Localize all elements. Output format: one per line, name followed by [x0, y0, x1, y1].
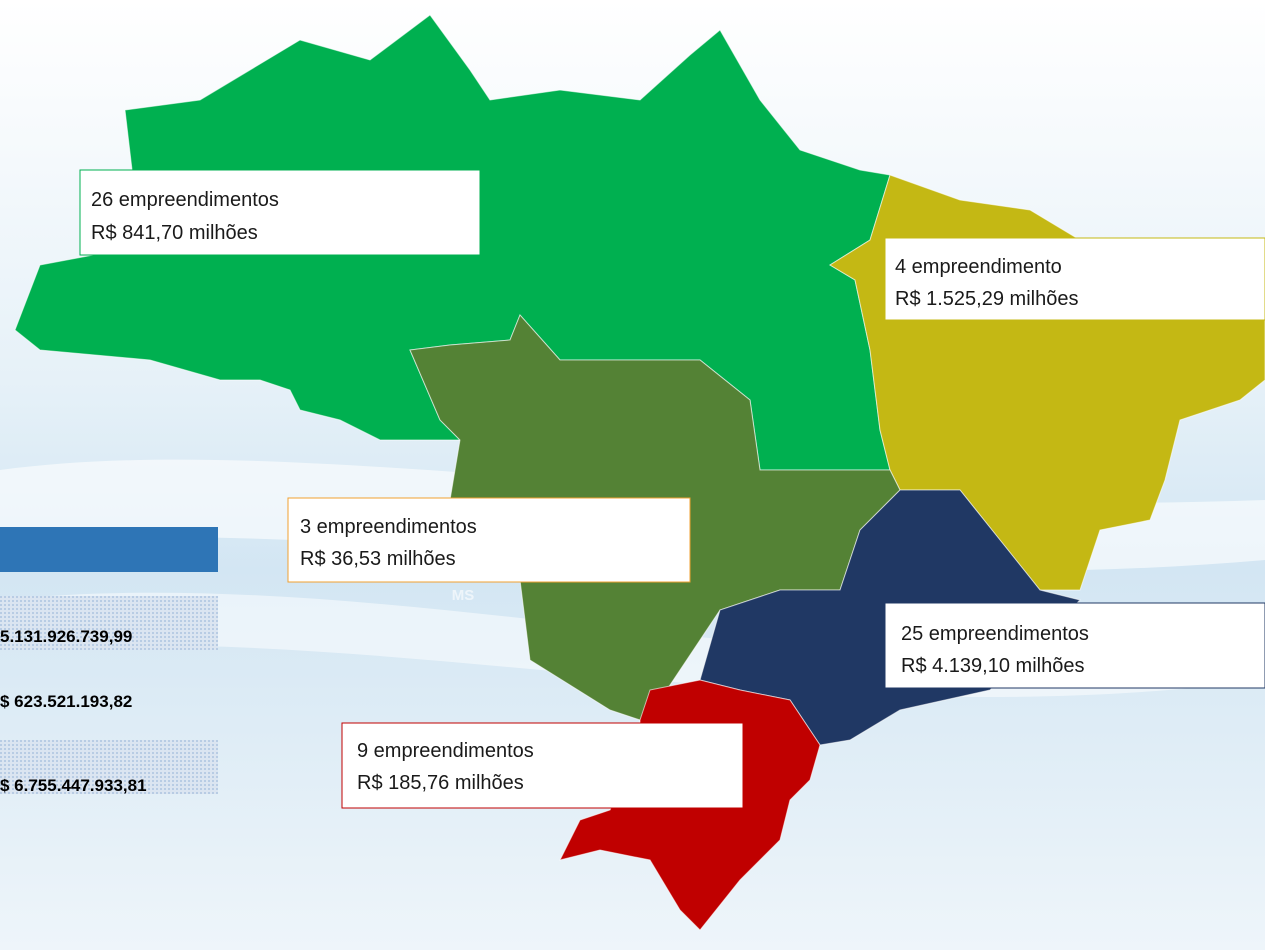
label-value: R$ 1.525,29 milhões — [895, 288, 1078, 310]
label-count: 9 empreendimentos — [357, 740, 534, 762]
table-cell: $ 623.521.193,82 — [0, 692, 132, 711]
table-header — [0, 527, 218, 572]
table-cell: $ 6.755.447.933,81 — [0, 776, 147, 795]
label-value: R$ 36,53 milhões — [300, 548, 456, 570]
table-row — [0, 740, 218, 794]
label-box — [341, 722, 744, 809]
state-label: MS — [452, 587, 475, 604]
label-count: 3 empreendimentos — [300, 516, 477, 538]
label-box — [884, 602, 1265, 689]
label-value: R$ 841,70 milhões — [91, 222, 258, 244]
label-value: R$ 4.139,10 milhões — [901, 655, 1084, 677]
label-box — [884, 237, 1265, 321]
label-box — [287, 497, 691, 583]
table-row — [0, 596, 218, 650]
label-count: 26 empreendimentos — [91, 189, 279, 211]
label-value: R$ 185,76 milhões — [357, 772, 524, 794]
label-box — [79, 169, 481, 256]
table-cell: 5.131.926.739,99 — [0, 627, 132, 646]
label-count: 25 empreendimentos — [901, 623, 1089, 645]
label-count: 4 empreendimento — [895, 256, 1062, 278]
